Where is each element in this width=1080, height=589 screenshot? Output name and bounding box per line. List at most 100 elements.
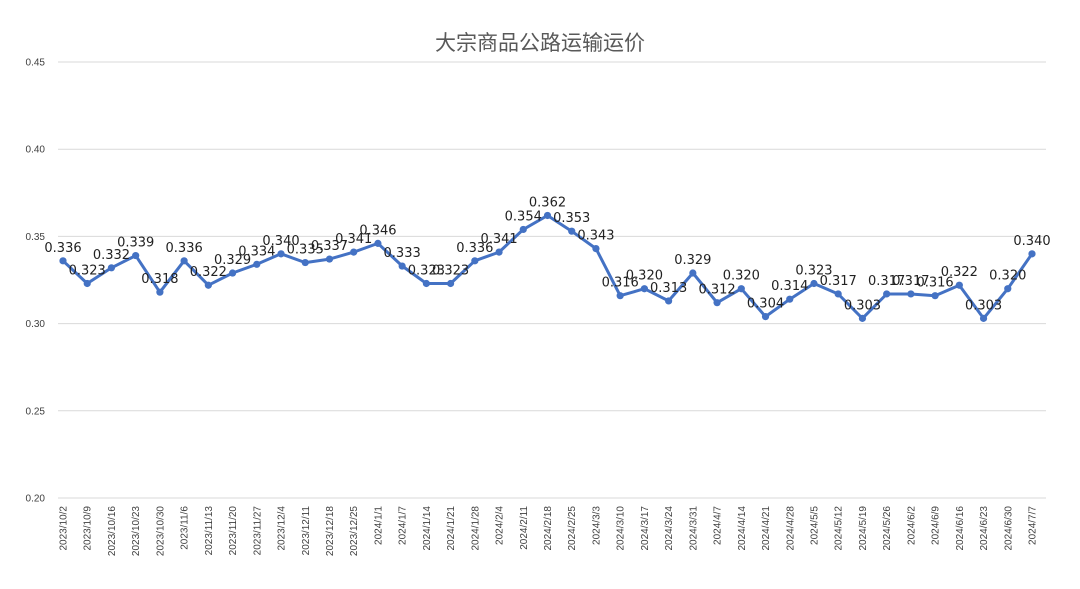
data-point	[350, 248, 358, 256]
data-label: 0.337	[311, 239, 348, 254]
data-point	[1028, 250, 1036, 258]
y-tick-label: 0.25	[26, 406, 46, 417]
data-label: 0.323	[795, 263, 832, 278]
data-point	[519, 225, 527, 234]
x-tick-label: 2023/11/6	[180, 506, 191, 550]
data-label: 0.353	[553, 211, 590, 226]
x-tick-label: 2024/2/4	[495, 506, 506, 545]
data-label: 0.304	[747, 297, 784, 312]
data-label: 0.320	[723, 269, 760, 284]
data-point	[931, 292, 939, 300]
x-tick-label: 2024/7/7	[1028, 506, 1039, 545]
x-tick-label: 2024/3/24	[664, 506, 675, 551]
data-label: 0.322	[941, 265, 978, 280]
data-point	[59, 257, 67, 265]
data-point	[907, 290, 915, 298]
x-tick-label: 2024/4/14	[737, 506, 748, 551]
x-tick-label: 2023/10/23	[131, 506, 142, 556]
data-point	[834, 290, 842, 298]
data-point	[810, 279, 818, 288]
data-point	[325, 255, 334, 263]
data-point	[665, 297, 673, 305]
data-label: 0.332	[93, 248, 130, 263]
x-tick-label: 2023/11/13	[204, 506, 215, 556]
data-point	[640, 285, 649, 293]
x-tick-label: 2024/6/16	[955, 506, 966, 551]
data-label: 0.303	[844, 298, 881, 313]
x-tick-label: 2024/3/17	[640, 506, 651, 551]
data-point	[471, 257, 479, 265]
x-tick-label: 2023/12/4	[277, 506, 288, 551]
data-label: 0.313	[650, 281, 687, 296]
x-tick-label: 2023/12/18	[325, 506, 336, 556]
x-tick-label: 2024/6/23	[979, 506, 990, 551]
x-axis-tick-labels: 2023/10/2 2023/10/9 2023/10/16 2023/10/23 20…	[59, 506, 1039, 556]
data-label: 0.323	[432, 263, 469, 278]
data-label: 0.312	[698, 283, 735, 298]
data-label: 0.314	[771, 279, 808, 294]
data-point	[204, 281, 212, 289]
data-label: 0.346	[359, 223, 396, 238]
data-point	[495, 248, 503, 256]
data-point	[398, 262, 406, 270]
x-tick-label: 2024/1/28	[470, 506, 481, 551]
data-label: 0.336	[44, 241, 81, 256]
x-tick-label: 2024/5/12	[834, 506, 845, 551]
data-label: 0.362	[529, 195, 566, 210]
y-tick-label: 0.30	[26, 319, 46, 330]
data-point	[689, 269, 697, 277]
x-tick-label: 2023/10/9	[83, 506, 94, 551]
x-tick-label: 2024/3/3	[591, 506, 602, 545]
data-point	[1004, 285, 1012, 293]
data-point	[277, 250, 285, 258]
data-label: 0.341	[480, 232, 517, 247]
data-point	[786, 295, 794, 303]
chart-title: 大宗商品公路运输运价	[435, 31, 645, 55]
data-label: 0.316	[602, 276, 639, 291]
data-label: 0.316	[916, 276, 953, 291]
x-tick-label: 2024/5/19	[858, 506, 869, 551]
data-label: 0.334	[238, 244, 275, 259]
data-point	[737, 285, 745, 293]
data-point	[858, 314, 867, 322]
x-tick-label: 2023/10/30	[155, 506, 166, 556]
x-tick-label: 2024/4/21	[761, 506, 772, 551]
data-label: 0.317	[868, 274, 905, 289]
series-price-line	[59, 211, 1036, 322]
data-label: 0.341	[335, 232, 372, 247]
x-tick-label: 2024/6/30	[1003, 506, 1014, 551]
data-labels: 0.3360.3230.3320.3390.3180.3360.3220.329…	[44, 195, 1050, 313]
data-point	[883, 290, 891, 298]
gridlines	[58, 61, 1046, 499]
x-tick-label: 2023/12/11	[301, 506, 312, 556]
data-point	[543, 211, 552, 220]
x-tick-label: 2023/10/2	[59, 506, 70, 551]
x-tick-label: 2024/1/7	[398, 506, 409, 545]
data-point	[422, 279, 430, 288]
data-label: 0.318	[141, 272, 178, 287]
data-label: 0.320	[626, 269, 663, 284]
data-label: 0.320	[989, 269, 1026, 284]
data-point	[180, 257, 188, 265]
data-point	[616, 292, 624, 300]
x-tick-label: 2024/5/26	[882, 506, 893, 551]
x-tick-label: 2023/12/25	[349, 506, 360, 556]
x-tick-label: 2024/6/2	[906, 506, 917, 545]
data-point	[301, 258, 309, 267]
y-tick-label: 0.35	[26, 232, 46, 243]
data-point	[156, 288, 164, 296]
data-label: 0.317	[820, 274, 857, 289]
data-label: 0.340	[262, 234, 299, 249]
x-tick-label: 2024/2/11	[519, 506, 530, 550]
x-tick-label: 2024/1/14	[422, 506, 433, 551]
x-tick-label: 2024/2/25	[567, 506, 578, 551]
data-point	[107, 264, 116, 272]
data-point	[592, 245, 600, 253]
data-point	[713, 299, 721, 307]
data-label: 0.317	[892, 274, 929, 289]
x-tick-label: 2024/2/18	[543, 506, 554, 551]
data-point	[83, 279, 91, 288]
data-point	[979, 314, 988, 322]
data-label: 0.323	[408, 263, 445, 278]
